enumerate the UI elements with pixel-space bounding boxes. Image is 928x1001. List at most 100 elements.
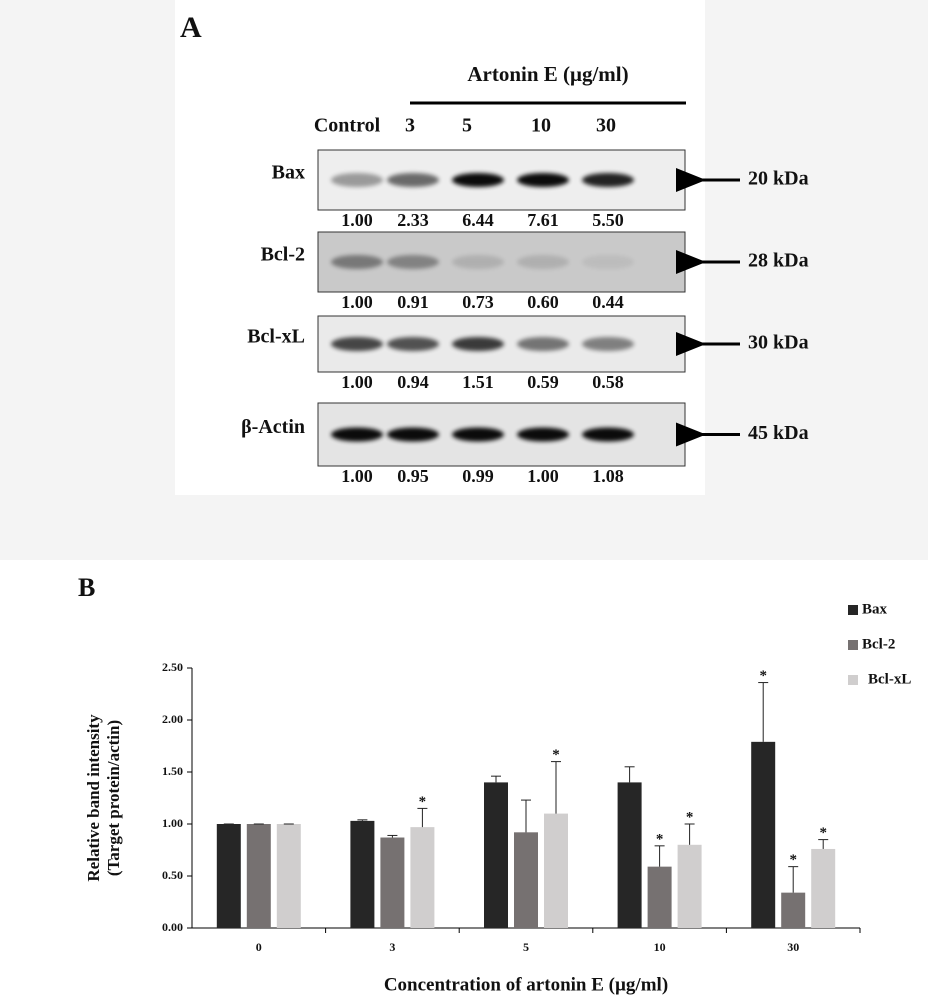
- bar: [648, 867, 672, 928]
- x-axis-title: Concentration of artonin E (µg/ml): [384, 974, 668, 995]
- y-tick-label: 0.00: [162, 920, 183, 934]
- error-bar: [655, 846, 665, 867]
- error-bar: [521, 800, 531, 832]
- y-tick-label: 1.50: [162, 764, 183, 778]
- y-axis-title: Relative band intensity: [84, 714, 103, 882]
- figure: A Artonin E (μg/ml) Control 3 5 10 30 Bax 20 k…: [0, 0, 928, 1001]
- row-label: Bcl-xL: [247, 326, 305, 348]
- error-bar: [758, 683, 768, 742]
- ratio: 1.00: [341, 466, 373, 486]
- bar: [217, 824, 241, 928]
- ratio: 1.00: [341, 210, 373, 230]
- bar: [247, 824, 271, 928]
- ratio: 1.00: [341, 292, 373, 312]
- legend-label: Bcl-xL: [868, 671, 911, 687]
- significance: *: [819, 825, 827, 841]
- ratio: 6.44: [462, 210, 494, 230]
- band: [452, 337, 504, 351]
- band: [517, 337, 569, 351]
- band: [517, 255, 569, 269]
- band: [331, 428, 383, 442]
- panel-label: A: [180, 11, 202, 44]
- size-label: 20 kDa: [748, 168, 809, 190]
- significance: *: [789, 852, 797, 868]
- bar: [618, 782, 642, 928]
- significance: *: [656, 831, 664, 847]
- error-bar: [357, 820, 367, 821]
- error-bar: [685, 824, 695, 845]
- y-tick-label: 0.50: [162, 868, 183, 882]
- ratio: 1.00: [341, 372, 373, 392]
- ratio: 0.73: [462, 292, 494, 312]
- significance: *: [419, 794, 427, 810]
- legend-label: Bcl-2: [862, 636, 895, 652]
- ratio: 0.94: [397, 372, 429, 392]
- size-label: 45 kDa: [748, 422, 809, 444]
- bar: [277, 824, 301, 928]
- ratio: 0.59: [527, 372, 559, 392]
- x-tick-label: 30: [787, 940, 799, 954]
- error-bar: [491, 776, 501, 782]
- legend-label: Bax: [862, 601, 888, 617]
- lane-label: 30: [596, 115, 616, 137]
- ratio: 0.44: [592, 292, 624, 312]
- x-tick-label: 5: [523, 940, 529, 954]
- error-bar: [788, 867, 798, 893]
- band: [387, 255, 439, 269]
- ratio: 0.99: [462, 466, 494, 486]
- error-bar: [387, 835, 397, 837]
- band: [517, 173, 569, 187]
- error-bar: [417, 808, 427, 827]
- band: [582, 428, 634, 442]
- y-axis-title: (Target protein/actin): [104, 720, 123, 876]
- bar: [544, 814, 568, 928]
- row-label: β-Actin: [241, 416, 305, 438]
- band: [582, 255, 634, 269]
- lane-label: 5: [462, 115, 472, 137]
- ratio: 5.50: [592, 210, 624, 230]
- bar: [380, 838, 404, 928]
- lane-label: Control: [314, 115, 381, 137]
- chart: 0.00 0.50 1.00 1.50 2.00 2.50 Relative band in…: [84, 601, 911, 995]
- band: [331, 173, 383, 187]
- ratio: 0.95: [397, 466, 429, 486]
- ratio: 1.08: [592, 466, 624, 486]
- size-label: 30 kDa: [748, 332, 809, 354]
- bar: [811, 849, 835, 928]
- significance: *: [552, 747, 560, 763]
- x-tick-label: 3: [389, 940, 395, 954]
- significance: *: [759, 668, 767, 684]
- band: [331, 337, 383, 351]
- x-tick-label: 0: [256, 940, 262, 954]
- band: [452, 255, 504, 269]
- bar: [751, 742, 775, 928]
- error-bar: [551, 762, 561, 814]
- lane-label: 10: [531, 115, 551, 137]
- size-label: 28 kDa: [748, 250, 809, 272]
- ratio: 2.33: [397, 210, 429, 230]
- y-tick-label: 1.00: [162, 816, 183, 830]
- significance: *: [686, 809, 694, 825]
- y-tick-label: 2.50: [162, 660, 183, 674]
- ratio: 1.00: [527, 466, 559, 486]
- band: [517, 428, 569, 442]
- band: [387, 173, 439, 187]
- error-bar: [625, 767, 635, 783]
- legend-swatch: [848, 640, 858, 650]
- bar: [350, 821, 374, 928]
- band: [452, 428, 504, 442]
- row-label: Bcl-2: [261, 244, 305, 266]
- y-tick-label: 2.00: [162, 712, 183, 726]
- band: [387, 428, 439, 442]
- bar: [678, 845, 702, 928]
- ratio: 7.61: [527, 210, 559, 230]
- band: [387, 337, 439, 351]
- x-tick-label: 10: [654, 940, 666, 954]
- ratio: 0.58: [592, 372, 624, 392]
- bar: [781, 893, 805, 928]
- band: [331, 255, 383, 269]
- band: [582, 173, 634, 187]
- treatment-label: Artonin E (μg/ml): [467, 62, 628, 86]
- legend-swatch: [848, 605, 858, 615]
- ratio: 0.91: [397, 292, 429, 312]
